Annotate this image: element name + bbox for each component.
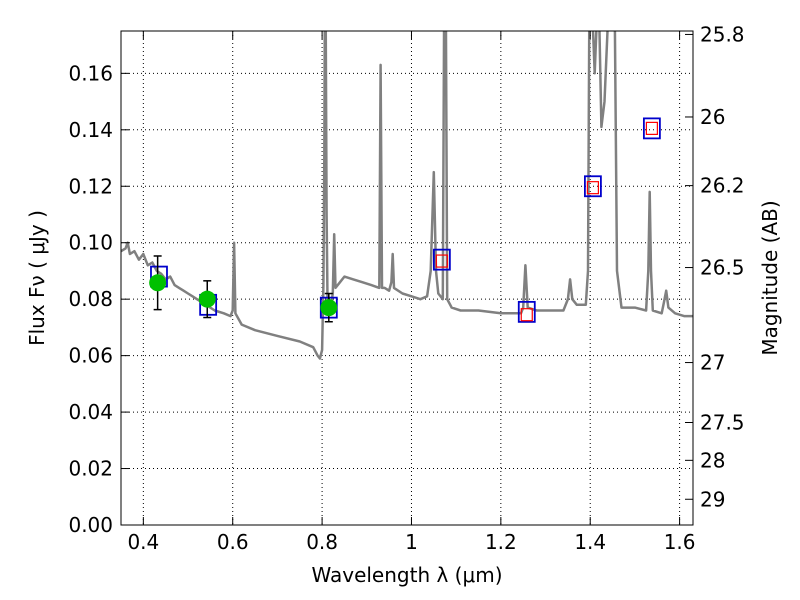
y-tick-label: 0.12 [68, 174, 113, 198]
plot-area [121, 31, 693, 360]
spectrum-line [121, 31, 693, 360]
x-axis-label: Wavelength λ (μm) [311, 563, 502, 587]
x-tick-label: 0.8 [306, 530, 338, 554]
y-tick-label: 0.08 [68, 287, 113, 311]
model-point-box [432, 248, 451, 271]
observed-point [320, 299, 338, 317]
axis-ticks: 0.4 0.6 0.8 1 1.2 1.4 1.6 0.00 0.02 0.04 0.06 0.08 0… [68, 22, 744, 554]
x-tick-label: 0.6 [217, 530, 249, 554]
x-tick-label: 1.6 [664, 530, 696, 554]
x-tick-label: 0.4 [127, 530, 159, 554]
model-point-box [517, 300, 536, 323]
model-point-inner-box [586, 181, 600, 195]
model-point-inner-box [520, 308, 533, 322]
y-axis-label-right: Magnitude (AB) [758, 200, 782, 355]
model-point-box [584, 175, 602, 198]
mag-tick-label: 26 [700, 105, 725, 129]
y-tick-label: 0.06 [68, 344, 113, 368]
mag-tick-label: 26.5 [700, 256, 745, 280]
x-tick-label: 1 [405, 530, 418, 554]
x-tick-label: 1.4 [574, 530, 606, 554]
observed-point [149, 274, 167, 292]
mag-tick-label: 27 [700, 351, 725, 375]
mag-tick-label: 29 [700, 487, 725, 511]
y-tick-label: 0.02 [68, 457, 113, 481]
y-tick-label: 0.16 [68, 61, 113, 85]
mag-tick-label: 26.2 [700, 174, 745, 198]
model-point-inner-box [645, 121, 658, 135]
y-tick-label: 0.00 [68, 513, 113, 537]
plot-frame [120, 30, 694, 526]
mag-tick-label: 25.8 [700, 22, 745, 46]
observed-point [198, 290, 216, 308]
y-tick-label: 0.14 [68, 118, 113, 142]
model-point-box [642, 117, 661, 140]
x-tick-label: 1.2 [485, 530, 517, 554]
mag-tick-label: 28 [700, 448, 725, 472]
mag-tick-label: 27.5 [700, 411, 745, 435]
y-tick-label: 0.10 [68, 231, 113, 255]
model-point-inner-box [435, 254, 448, 268]
grid-lines [121, 31, 693, 525]
y-tick-label: 0.04 [68, 400, 113, 424]
y-axis-label-left: Flux Fν ( μJy ) [25, 210, 49, 346]
